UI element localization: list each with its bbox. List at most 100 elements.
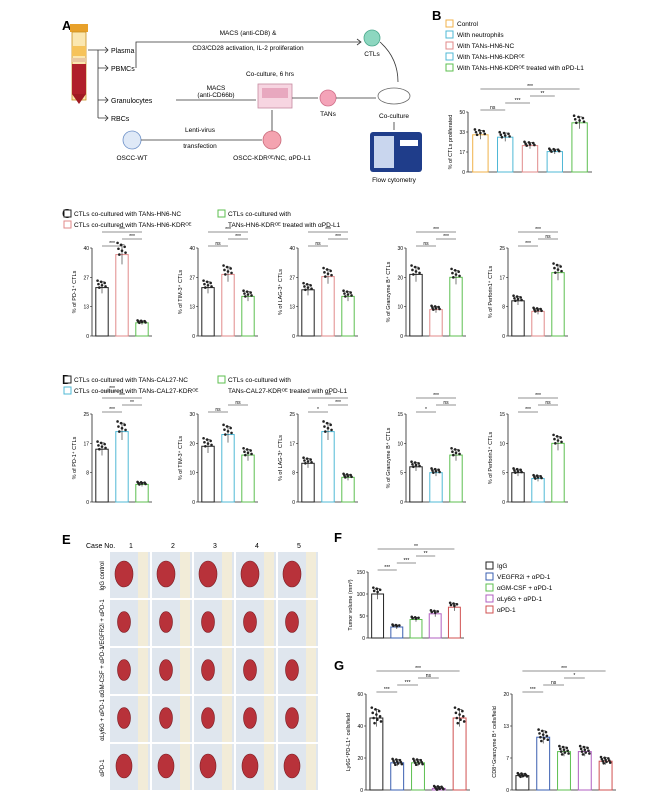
- tans-label: TANs: [320, 111, 337, 118]
- panel-g1-data-point: [374, 708, 377, 711]
- panel-g2-data-point: [525, 775, 529, 778]
- panel-g2-data-point: [583, 748, 587, 752]
- panel-b-legend: Control With neutrophils With TANs-HN6-NC W…: [445, 19, 584, 72]
- panelD-chart-2-data-point: [350, 475, 353, 479]
- tumor-specimen: [117, 659, 131, 681]
- panelC-chart-4-ylabel: % of Perforin1⁺ CTLs: [487, 266, 494, 319]
- panel-b-sig-label: ***: [515, 98, 521, 104]
- panelD-chart-1-tick-label: 0: [192, 500, 195, 506]
- panelC-chart-2-data-point: [325, 268, 329, 271]
- panelD-chart-4-data-point: [553, 437, 556, 441]
- panelC-chart-0-ylabel: % of PD-1⁺ CTLs: [71, 270, 78, 313]
- ctls-cell-icon: [363, 29, 381, 47]
- panelD-chart-3-sig-label: ns: [443, 400, 449, 406]
- tumor-specimen: [159, 611, 173, 633]
- panel-f-data-point: [411, 616, 414, 620]
- panelD-chart-1-data-point: [246, 451, 250, 455]
- panel-a-label: A: [62, 18, 72, 33]
- panelD-chart-3-tick-label: 0: [400, 500, 403, 506]
- panelD-chart-0-data-point: [117, 425, 120, 428]
- panel-g2-data-point: [607, 757, 610, 760]
- cd3cd28-label: CD3/CD28 activation, IL-2 proliferation: [192, 45, 304, 52]
- tumor-specimen: [157, 753, 175, 779]
- panel-g1-data-point: [413, 761, 417, 765]
- panelD-chart-4-data-point: [519, 468, 522, 472]
- panelD-chart-0-data-point: [100, 445, 104, 448]
- flow-cytometry-label: Flow cytometry: [372, 177, 416, 184]
- tumor-specimen: [198, 560, 218, 588]
- panel-b-sig-label: **: [540, 91, 544, 97]
- panelC-chart-3-data-point: [432, 308, 435, 311]
- panel-f-data-point: [392, 624, 395, 628]
- panel-f-sig-label: ***: [403, 558, 409, 564]
- panelC-chart-3-data-point: [417, 267, 420, 270]
- ruler-strip: [222, 648, 232, 694]
- panel-b-bar: [472, 134, 489, 173]
- panelD-chart-0-ylabel: % of PD-1⁺ CTLs: [71, 436, 78, 479]
- panelC-chart-3-data-point: [450, 267, 453, 271]
- ruler-strip: [138, 744, 148, 790]
- panel-g1-sig-label: ns: [426, 673, 432, 679]
- panel-g2-data-point: [546, 738, 550, 742]
- legend-swatch-b: [445, 63, 454, 72]
- panel-g2-data-point: [607, 759, 611, 762]
- panel-f-bar: [409, 619, 423, 639]
- legend-label-f: αLy6G + αPD-1: [497, 596, 542, 603]
- panelC-chart-0-data-point: [124, 251, 127, 254]
- panel-f-sig-label: **: [424, 551, 428, 557]
- panel-b-label: B: [432, 8, 441, 23]
- panelC-chart-1-data-point: [242, 289, 245, 292]
- panel-g2-data-point: [602, 761, 606, 765]
- legend-swatch-panelC: [63, 209, 72, 218]
- panelD-chart-3-data-point: [412, 465, 415, 469]
- panelD-chart-2-data-point: [305, 457, 309, 460]
- pbmcs-label: PBMCs: [111, 66, 135, 73]
- panelC-chart-2-data-point: [343, 292, 346, 295]
- panelC-chart-1-data-point: [226, 270, 230, 273]
- panelD-chart-1-data-point: [205, 438, 209, 441]
- panel-b-sig-label: ns: [490, 105, 496, 111]
- panelC-chart-0-sig-label: ***: [109, 241, 115, 247]
- panel-b-ylabel: % of CTLs proliferated: [448, 115, 454, 170]
- panel-g1-data-point: [399, 760, 403, 764]
- ctls-label: CTLs: [364, 51, 380, 58]
- panel-b-data-point: [524, 142, 527, 145]
- panelD-chart-4-data-point: [559, 436, 562, 440]
- panel-f-data-point: [372, 589, 376, 593]
- plasma-label: Plasma: [111, 48, 134, 55]
- panel-b-bar: [497, 136, 514, 173]
- legend-label-panelC: CTLs co-cultured with: [228, 211, 291, 218]
- legend-label-panelD: TANs-CAL27-KDRᴼᴱ treated with αPD-L1: [228, 388, 347, 395]
- panelD-chart-4-data-point: [516, 469, 520, 473]
- panel-g1-data-point: [462, 720, 466, 723]
- legend-swatch-panelC: [63, 220, 72, 229]
- panel-g2-bar: [598, 760, 613, 791]
- panel-g2-data-point: [539, 735, 542, 739]
- panelC-chart-1-sig-label: ***: [225, 227, 231, 233]
- panelC-chart-2-data-point: [350, 294, 353, 297]
- panel-g2-data-point: [545, 734, 549, 738]
- panelC-chart-1-sig-label: ns: [215, 241, 221, 247]
- panel-b-bar: [521, 145, 539, 173]
- panel-g2-data-point: [603, 756, 606, 760]
- panelC-chart-3-data-point: [454, 273, 458, 276]
- panelD-chart-3-bar: [449, 454, 463, 503]
- panel-g1-tick-label: 60: [357, 692, 363, 698]
- ruler-strip: [180, 648, 190, 694]
- panel-b-data-point: [474, 130, 478, 134]
- panel-g2-data-point: [600, 757, 604, 761]
- ruler-strip: [138, 696, 148, 742]
- panelD-chart-2-sig-label: ***: [335, 400, 341, 406]
- panelC-chart-2-tick-label: 27: [289, 275, 295, 281]
- panelD-chart-1-data-point: [209, 439, 212, 443]
- legend-label-panelC: CTLs co-cultured with TANs-HN6-NC: [74, 211, 181, 218]
- panelC-chart-2-data-point: [303, 285, 306, 288]
- panel-f-label: F: [334, 530, 342, 545]
- panelD-chart-0-bar: [115, 431, 129, 503]
- panel-b-sig-label: ***: [527, 84, 533, 90]
- ruler-strip: [306, 744, 316, 790]
- flow-cytometer-icon: [370, 132, 422, 172]
- panelD-chart-3-data-point: [457, 449, 460, 452]
